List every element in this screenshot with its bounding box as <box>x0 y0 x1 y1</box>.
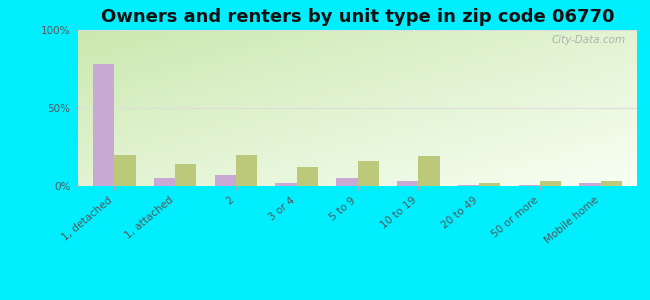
Bar <box>297 167 318 186</box>
Bar <box>336 178 358 186</box>
Bar <box>154 178 176 186</box>
Bar <box>540 181 561 186</box>
Bar <box>397 181 418 186</box>
Bar <box>601 181 622 186</box>
Bar <box>519 185 540 186</box>
Bar <box>276 183 297 186</box>
Bar <box>479 183 501 186</box>
Bar <box>579 183 601 186</box>
Bar <box>358 161 379 186</box>
Bar <box>236 155 257 186</box>
Title: Owners and renters by unit type in zip code 06770: Owners and renters by unit type in zip c… <box>101 8 614 26</box>
Bar <box>458 185 479 186</box>
Text: City-Data.com: City-Data.com <box>552 35 626 45</box>
Bar <box>114 155 136 186</box>
Bar <box>418 156 439 186</box>
Bar <box>93 64 114 186</box>
Bar <box>214 175 236 186</box>
Bar <box>176 164 196 186</box>
